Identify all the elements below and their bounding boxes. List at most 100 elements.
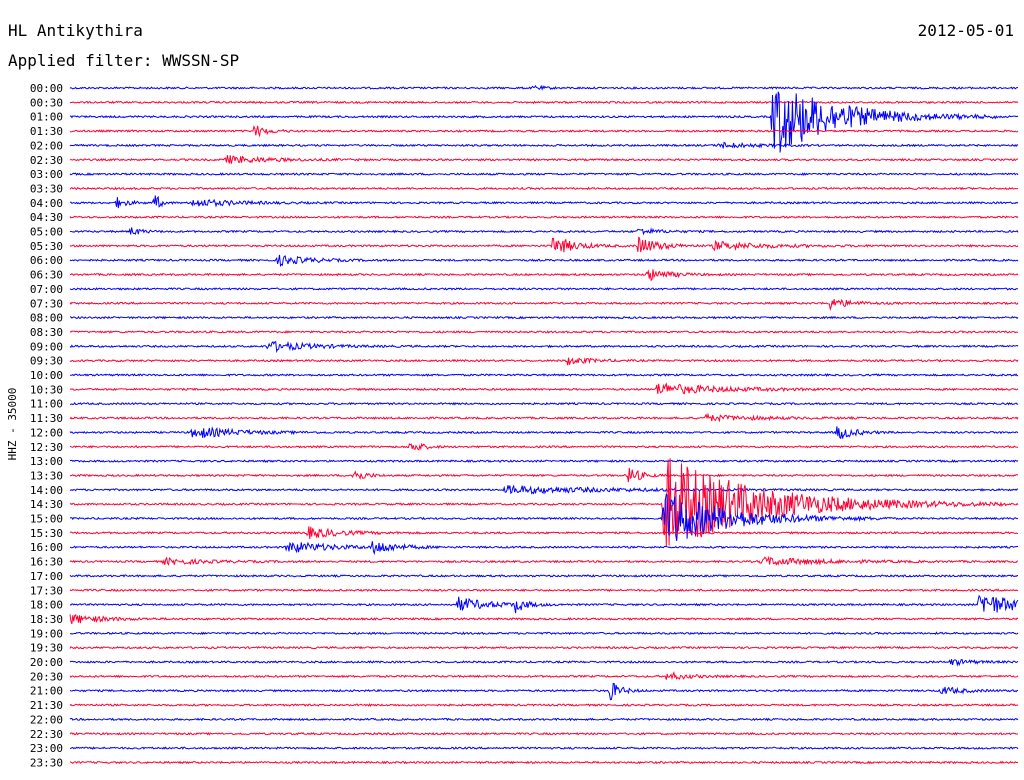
time-tick-label: 07:30 (30, 297, 63, 310)
trace-line (69, 731, 1019, 736)
time-tick-label: 21:00 (30, 685, 63, 698)
time-tick-label: 01:00 (30, 111, 63, 124)
time-tick-label: 11:00 (30, 398, 63, 411)
trace-line (69, 155, 1019, 164)
time-tick-label: 09:30 (30, 355, 63, 368)
trace-line (69, 269, 1019, 282)
time-tick-label: 03:30 (30, 182, 63, 195)
time-tick-label: 02:00 (30, 139, 63, 152)
trace-line (69, 401, 1019, 406)
channel-axis-label: HHZ - 35000 (6, 388, 19, 461)
trace-line (69, 746, 1019, 750)
time-tick-label: 11:30 (30, 412, 63, 425)
trace-line (69, 442, 1019, 451)
trace-line (69, 458, 1019, 547)
station-title: HL Antikythira (8, 21, 143, 40)
time-tick-label: 13:00 (30, 455, 63, 468)
time-tick-label: 17:30 (30, 584, 63, 597)
trace-line (69, 215, 1019, 220)
time-tick-label: 16:30 (30, 556, 63, 569)
trace-line (69, 373, 1019, 377)
trace-line (69, 298, 1019, 312)
trace-group (69, 84, 1019, 765)
trace-line (69, 382, 1019, 395)
time-tick-label: 17:00 (30, 570, 63, 583)
trace-line (69, 541, 1019, 556)
trace-line (69, 631, 1019, 636)
time-tick-label: 06:00 (30, 254, 63, 267)
trace-line (69, 658, 1019, 667)
trace-line (69, 330, 1019, 334)
filter-label: Applied filter: WWSSN-SP (8, 51, 239, 70)
time-tick-label: 10:30 (30, 383, 63, 396)
trace-line (69, 426, 1019, 440)
time-tick-label: 15:30 (30, 527, 63, 540)
time-tick-label: 18:00 (30, 599, 63, 612)
trace-line (69, 141, 1019, 149)
time-tick-label: 22:00 (30, 713, 63, 726)
trace-line (69, 703, 1019, 707)
date-label: 2012-05-01 (918, 21, 1014, 40)
time-tick-label: 02:30 (30, 154, 63, 167)
trace-line (69, 100, 1019, 105)
trace-line (69, 574, 1019, 578)
time-tick-label: 12:00 (30, 426, 63, 439)
trace-line (69, 594, 1019, 614)
trace-line (69, 459, 1019, 463)
trace-line (69, 526, 1019, 540)
trace-line (69, 195, 1019, 209)
time-tick-label: 09:00 (30, 340, 63, 353)
time-tick-label: 01:30 (30, 125, 63, 138)
time-tick-label: 15:00 (30, 513, 63, 526)
trace-line (69, 91, 1019, 153)
trace-line (69, 315, 1019, 320)
time-tick-label: 20:00 (30, 656, 63, 669)
trace-line (69, 340, 1019, 354)
time-tick-label: 13:30 (30, 469, 63, 482)
trace-line (69, 682, 1019, 701)
trace-line (69, 412, 1019, 423)
trace-line (69, 588, 1019, 593)
time-tick-label: 07:00 (30, 283, 63, 296)
time-tick-label: 22:30 (30, 728, 63, 741)
trace-line (69, 614, 1019, 624)
time-tick-label: 14:30 (30, 498, 63, 511)
trace-line (69, 236, 1019, 253)
time-tick-label: 05:30 (30, 240, 63, 253)
time-tick-label: 06:30 (30, 269, 63, 282)
trace-line (69, 172, 1019, 176)
time-tick-label: 20:30 (30, 670, 63, 683)
trace-line (69, 645, 1019, 650)
time-tick-label: 05:00 (30, 226, 63, 239)
time-tick-label: 08:30 (30, 326, 63, 339)
trace-line (69, 555, 1019, 566)
time-tick-label: 19:00 (30, 627, 63, 640)
time-tick-label: 04:00 (30, 197, 63, 210)
trace-line (69, 227, 1019, 236)
trace-line (69, 287, 1019, 291)
trace-line (69, 670, 1019, 681)
trace-line (69, 357, 1019, 366)
time-tick-label: 16:00 (30, 541, 63, 554)
trace-line (69, 254, 1019, 268)
time-tick-label: 18:30 (30, 613, 63, 626)
trace-line (69, 484, 1019, 495)
time-tick-label: 12:30 (30, 441, 63, 454)
time-tick-label: 10:00 (30, 369, 63, 382)
trace-line (69, 467, 1019, 483)
time-tick-label: 23:00 (30, 742, 63, 755)
trace-line (69, 125, 1019, 138)
time-tick-label: 14:00 (30, 484, 63, 497)
time-tick-label: 00:30 (30, 96, 63, 109)
trace-line (69, 186, 1019, 191)
time-tick-label: 19:30 (30, 642, 63, 655)
time-tick-label: 08:00 (30, 312, 63, 325)
trace-line (69, 760, 1019, 765)
time-tick-label: 23:30 (30, 756, 63, 769)
time-tick-label: 04:30 (30, 211, 63, 224)
trace-line (69, 493, 1019, 542)
time-tick-label: 00:00 (30, 82, 63, 95)
time-tick-label: 21:30 (30, 699, 63, 712)
